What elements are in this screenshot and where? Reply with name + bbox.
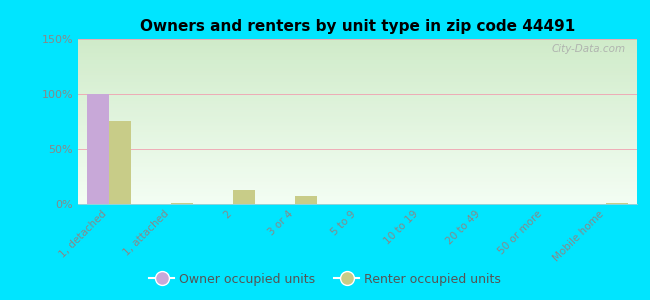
Legend: Owner occupied units, Renter occupied units: Owner occupied units, Renter occupied un… <box>144 268 506 291</box>
Bar <box>109 122 131 204</box>
Bar <box>606 203 628 204</box>
Title: Owners and renters by unit type in zip code 44491: Owners and renters by unit type in zip c… <box>140 19 575 34</box>
Bar <box>171 203 193 204</box>
Bar <box>233 190 255 204</box>
Bar <box>87 94 109 204</box>
Bar <box>295 196 317 204</box>
Text: City-Data.com: City-Data.com <box>552 44 626 54</box>
